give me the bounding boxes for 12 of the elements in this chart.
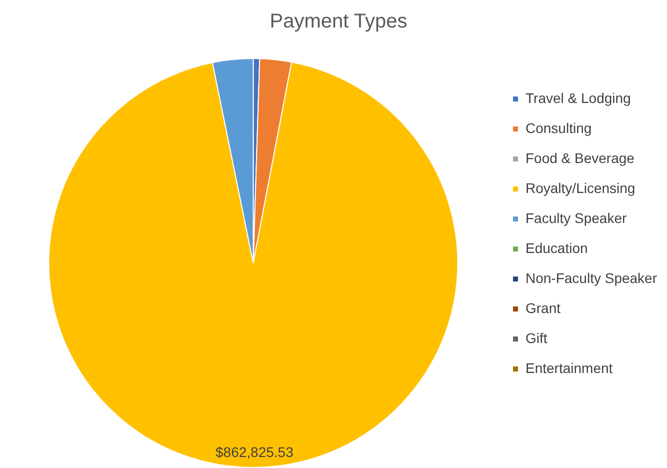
data-label: $862,825.53 <box>215 444 294 460</box>
legend-label: Food & Beverage <box>525 150 635 166</box>
legend-label: Travel & Lodging <box>525 90 631 106</box>
chart-title: Payment Types <box>270 10 408 33</box>
legend-label: Non-Faculty Speaker <box>525 270 658 286</box>
legend-label: Gift <box>525 330 548 346</box>
legend-label: Royalty/Licensing <box>525 180 636 196</box>
legend-label: Consulting <box>525 120 592 136</box>
legend-label: Entertainment <box>525 360 613 376</box>
legend-label: Education <box>525 240 588 256</box>
legend-label: Grant <box>525 300 561 316</box>
legend-label: Faculty Speaker <box>525 210 627 226</box>
